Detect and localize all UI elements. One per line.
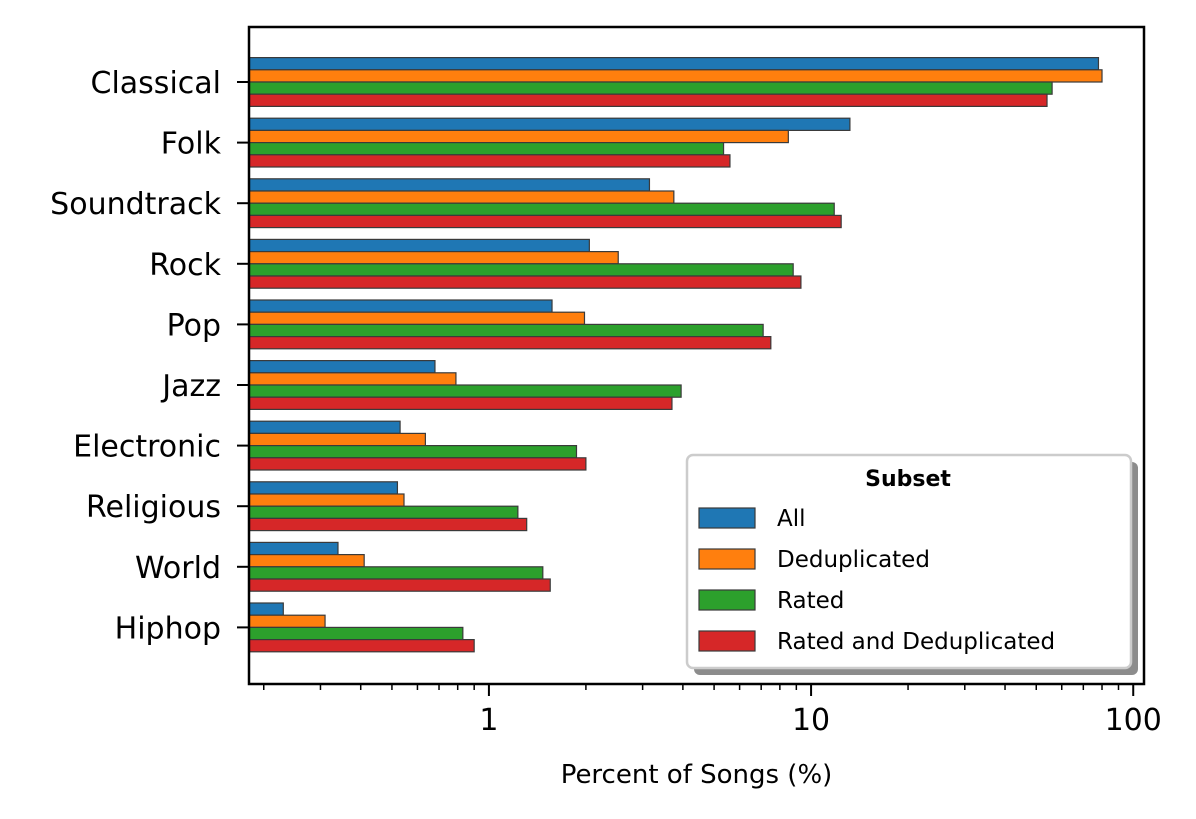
bar-world-all <box>248 541 339 556</box>
y-tick-label-folk: Folk <box>161 127 222 162</box>
y-tick-label-classical: Classical <box>91 66 221 101</box>
x-axis-label: Percent of Songs (%) <box>561 760 833 790</box>
x-tick-label: 10 <box>792 703 830 738</box>
bar-classical-rated-and-deduplicated <box>248 93 1048 107</box>
bar-hiphop-rated-and-deduplicated <box>248 638 475 653</box>
y-tick-label-religious: Religious <box>86 490 221 525</box>
bar-rock-rated <box>248 263 794 277</box>
bar-religious-all <box>248 481 399 495</box>
legend-label-deduplicated: Deduplicated <box>777 547 930 573</box>
bar-rock-all <box>248 238 590 253</box>
bar-electronic-all <box>248 420 401 435</box>
legend-label-all: All <box>777 506 806 532</box>
bar-world-deduplicated <box>248 553 365 568</box>
legend-items: All Deduplicated Rated Rated and Deduplicat… <box>698 506 1055 655</box>
y-axis-ticks: Classical Folk Soundtrack Rock Pop Jazz Electr… <box>50 66 249 646</box>
legend-swatch-all <box>698 507 756 529</box>
bar-electronic-deduplicated <box>248 432 426 447</box>
bar-rock-rated-and-deduplicated <box>248 275 802 289</box>
bar-religious-rated-and-deduplicated <box>248 517 528 532</box>
bar-jazz-deduplicated <box>248 372 457 386</box>
y-tick-label-electronic: Electronic <box>73 430 221 465</box>
y-tick-label-rock: Rock <box>149 248 221 283</box>
bar-world-rated-and-deduplicated <box>248 578 551 592</box>
legend-swatch-rated-and-deduplicated <box>698 630 756 652</box>
bar-jazz-rated-and-deduplicated <box>248 396 673 411</box>
bar-classical-deduplicated <box>248 69 1103 83</box>
bar-electronic-rated-and-deduplicated <box>248 457 587 471</box>
bar-religious-rated <box>248 505 519 520</box>
bar-folk-all <box>248 117 851 131</box>
x-tick-label: 100 <box>1105 703 1162 738</box>
bar-classical-rated <box>248 81 1053 95</box>
bar-soundtrack-all <box>248 178 651 192</box>
bar-folk-rated-and-deduplicated <box>248 154 731 168</box>
bar-hiphop-deduplicated <box>248 614 326 629</box>
legend-label-rated-and-deduplicated: Rated and Deduplicated <box>777 629 1055 655</box>
bar-world-rated <box>248 566 544 580</box>
bar-folk-rated <box>248 142 725 156</box>
legend: Subset All Deduplicated Rated Rated and Ded… <box>685 453 1138 675</box>
plot-frame <box>247 25 1146 686</box>
bar-classical-all <box>248 56 1100 71</box>
bar-soundtrack-rated-and-deduplicated <box>248 214 842 229</box>
bar-religious-deduplicated <box>248 493 405 507</box>
bar-soundtrack-deduplicated <box>248 190 675 204</box>
legend-box <box>685 453 1133 670</box>
bar-pop-all <box>248 299 553 313</box>
legend-label-rated: Rated <box>777 588 844 614</box>
y-tick-label-pop: Pop <box>167 308 221 343</box>
bar-jazz-all <box>248 360 436 374</box>
bar-hiphop-rated <box>248 626 464 641</box>
bar-soundtrack-rated <box>248 202 835 216</box>
bar-pop-deduplicated <box>248 311 586 326</box>
legend-swatch-deduplicated <box>698 548 756 570</box>
y-tick-label-world: World <box>135 551 221 586</box>
y-tick-label-jazz: Jazz <box>160 369 221 404</box>
y-tick-label-hiphop: Hiphop <box>115 611 221 646</box>
bar-rock-deduplicated <box>248 251 619 265</box>
bar-pop-rated <box>248 323 764 338</box>
legend-title: Subset <box>865 467 951 492</box>
bar-electronic-rated <box>248 445 578 459</box>
y-tick-label-soundtrack: Soundtrack <box>50 187 221 222</box>
bar-hiphop-all <box>248 602 284 616</box>
x-tick-label: 1 <box>479 703 498 738</box>
bar-pop-rated-and-deduplicated <box>248 336 772 350</box>
bar-jazz-rated <box>248 384 682 398</box>
bar-folk-deduplicated <box>248 129 789 144</box>
x-axis-ticks: 1 10 100 <box>262 684 1162 738</box>
legend-swatch-rated <box>698 589 756 611</box>
